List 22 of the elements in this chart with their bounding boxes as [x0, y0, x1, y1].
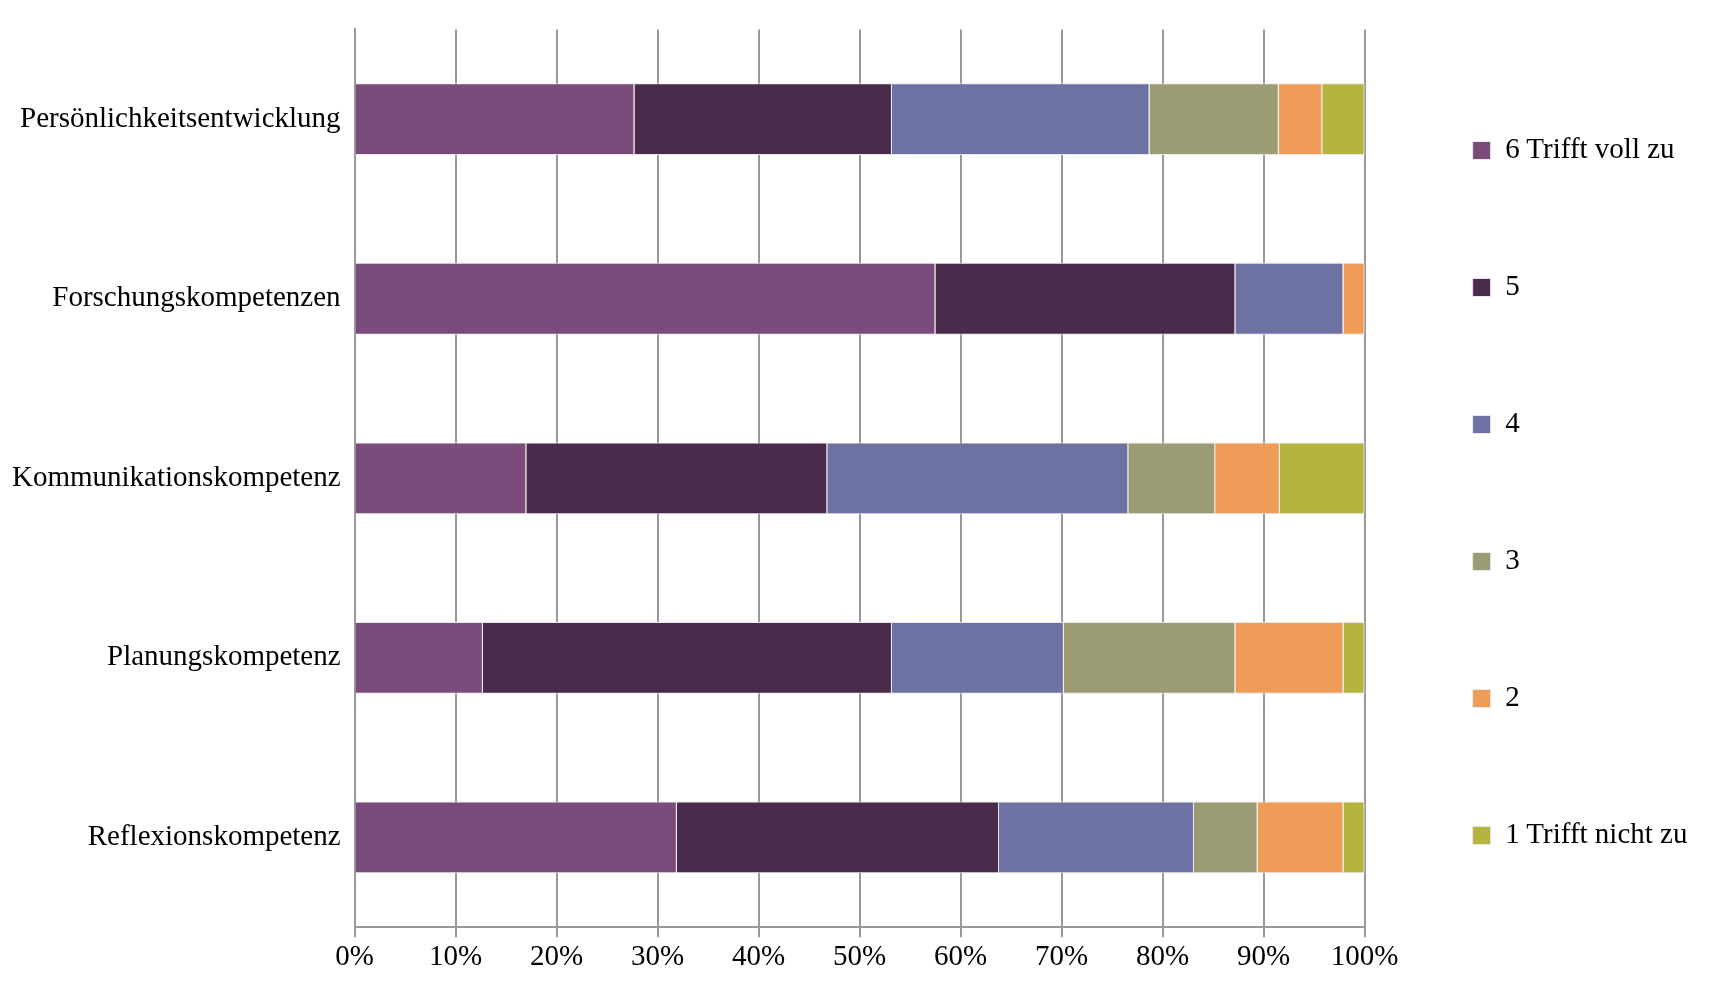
y-tick-label: Planungskompetenz — [107, 639, 341, 672]
x-tick-label: 100% — [1330, 939, 1399, 972]
y-tick-label: Persönlichkeitsentwicklung — [20, 100, 341, 133]
x-tick-label: 50% — [833, 939, 887, 972]
x-tick-label: 80% — [1136, 939, 1190, 972]
x-tick-label: 60% — [934, 939, 988, 972]
legend-label: 5 — [1505, 269, 1520, 302]
x-tick-label: 70% — [1035, 939, 1089, 972]
x-tick-label: 30% — [631, 939, 685, 972]
legend-label: 2 — [1505, 680, 1520, 713]
x-tick-label: 40% — [732, 939, 786, 972]
legend-label: 6 Trifft voll zu — [1505, 132, 1675, 165]
y-tick-label: Forschungskompetenzen — [52, 280, 342, 313]
legend-label: 1 Trifft nicht zu — [1505, 817, 1688, 850]
y-tick-label: Reflexionskompetenz — [87, 819, 341, 852]
x-tick-label: 10% — [429, 939, 483, 972]
x-tick-label: 20% — [530, 939, 584, 972]
legend-label: 3 — [1505, 543, 1520, 576]
legend-label: 4 — [1505, 406, 1521, 439]
x-tick-label: 90% — [1237, 939, 1291, 972]
y-tick-label: Kommunikationskompetenz — [11, 459, 341, 492]
x-tick-label: 0% — [335, 939, 374, 972]
